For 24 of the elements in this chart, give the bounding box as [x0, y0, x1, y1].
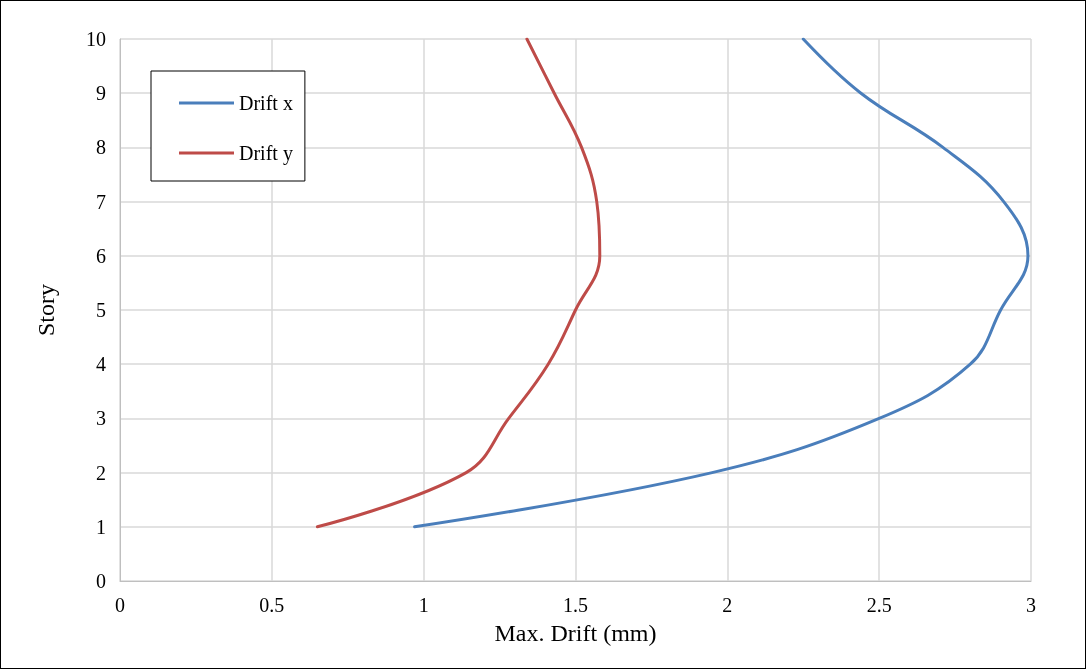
y-tick-label: 7 [96, 190, 106, 213]
x-tick-label: 1.5 [563, 594, 588, 616]
legend-label: Drift y [239, 142, 293, 165]
y-tick-label: 10 [86, 28, 106, 50]
y-tick-label: 9 [96, 82, 106, 105]
y-axis-title: Story [33, 283, 59, 337]
y-tick-label: 3 [96, 407, 106, 430]
y-tick-label: 0 [96, 570, 106, 592]
x-tick-label: 1 [418, 594, 429, 616]
y-tick-label: 8 [96, 136, 106, 159]
x-tick-label: 0 [115, 594, 125, 616]
y-tick-label: 4 [96, 353, 106, 376]
x-tick-label: 3 [1026, 594, 1036, 616]
x-tick-label: 2 [722, 594, 733, 616]
y-tick-label: 5 [96, 299, 106, 321]
y-tick-label: 2 [96, 461, 106, 484]
x-axis-title: Max. Drift (mm) [494, 620, 657, 646]
x-tick-label: 0.5 [259, 594, 285, 616]
legend-label: Drift x [239, 92, 293, 114]
line-series [315, 37, 602, 529]
line-series [413, 37, 1030, 529]
y-tick-label: 1 [96, 515, 106, 538]
x-tick-label: 2.5 [866, 594, 892, 616]
y-tick-label: 6 [96, 244, 106, 267]
